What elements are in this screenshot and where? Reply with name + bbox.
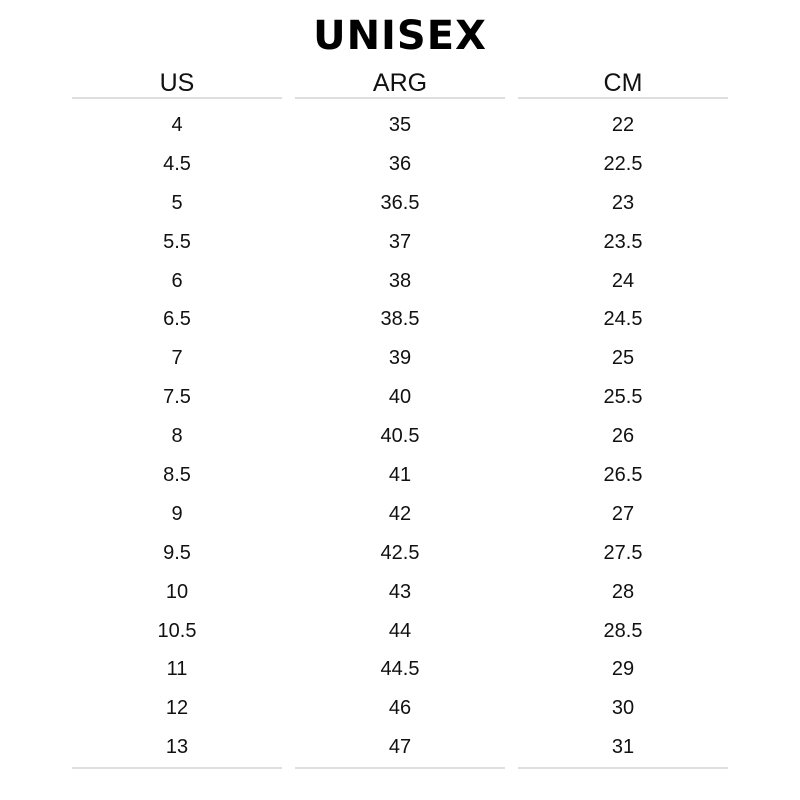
size-cell: 40 [388,386,412,409]
size-cell: 13 [165,736,189,759]
size-cell: 10 [165,580,189,603]
size-cell: 23.5 [603,230,643,253]
size-cell: 42 [388,502,412,525]
size-cell: 25.5 [603,386,643,409]
size-cell: 7.5 [163,386,191,409]
size-cell: 36 [388,152,412,175]
size-cell: 22 [611,114,635,136]
size-cell: 27.5 [603,541,643,564]
size-cell: 22.5 [603,152,643,175]
size-cell: 42.5 [380,541,420,564]
column-cm: CM 22 22.5 23 23.5 24 24.5 25 25.5 26 26.5 27 27.5 2… [518,66,728,770]
size-cell: 31 [611,736,635,759]
column-header-arg: ARG [295,66,505,99]
size-cell: 8.5 [163,464,191,487]
size-cell: 5.5 [163,230,191,253]
size-cell: 46 [388,697,412,720]
size-cell: 36.5 [380,191,420,214]
size-cell: 9.5 [163,541,191,564]
size-cell: 5 [171,191,183,214]
column-header-cm: CM [518,66,728,99]
column-values-us: 4 4.5 5 5.5 6 6.5 7 7.5 8 8.5 9 9.5 10 10.5 11 12 13 [72,99,282,770]
size-cell: 35 [388,114,412,136]
size-cell: 44.5 [380,658,420,681]
size-cell: 12 [165,697,189,720]
size-cell: 40.5 [380,425,420,448]
size-cell: 29 [611,658,635,681]
column-header-us: US [72,66,282,99]
size-cell: 28 [611,580,635,603]
size-cell: 38 [388,269,412,292]
size-cell: 38.5 [380,308,420,331]
size-cell: 4 [171,114,183,136]
size-cell: 23 [611,191,635,214]
size-cell: 41 [388,464,412,487]
size-cell: 26 [611,425,635,448]
size-cell: 39 [388,347,412,370]
size-cell: 37 [388,230,412,253]
chart-title: UNISEX [313,13,487,59]
column-values-arg: 35 36 36.5 37 38 38.5 39 40 40.5 41 42 42.5 43 44 44.5… [295,99,505,770]
size-cell: 44 [388,619,412,642]
size-cell: 7 [171,347,183,370]
size-cell: 4.5 [163,152,191,175]
size-cell: 24 [611,269,635,292]
size-cell: 10.5 [157,619,197,642]
size-cell: 28.5 [603,619,643,642]
size-cell: 6.5 [163,308,191,331]
column-arg: ARG 35 36 36.5 37 38 38.5 39 40 40.5 41 42 42.5 43 44… [295,66,505,770]
size-cell: 26.5 [603,464,643,487]
size-cell: 47 [388,736,412,759]
size-cell: 8 [171,425,183,448]
column-values-cm: 22 22.5 23 23.5 24 24.5 25 25.5 26 26.5 27 27.5 28 28… [518,99,728,770]
size-cell: 27 [611,502,635,525]
size-cell: 6 [171,269,183,292]
size-cell: 11 [166,658,188,681]
size-cell: 30 [611,697,635,720]
size-cell: 9 [171,502,183,525]
size-cell: 43 [388,580,412,603]
size-cell: 25 [611,347,635,370]
size-cell: 24.5 [603,308,643,331]
column-us: US 4 4.5 5 5.5 6 6.5 7 7.5 8 8.5 9 9.5 10 10.5 11 12 13 [72,66,282,770]
